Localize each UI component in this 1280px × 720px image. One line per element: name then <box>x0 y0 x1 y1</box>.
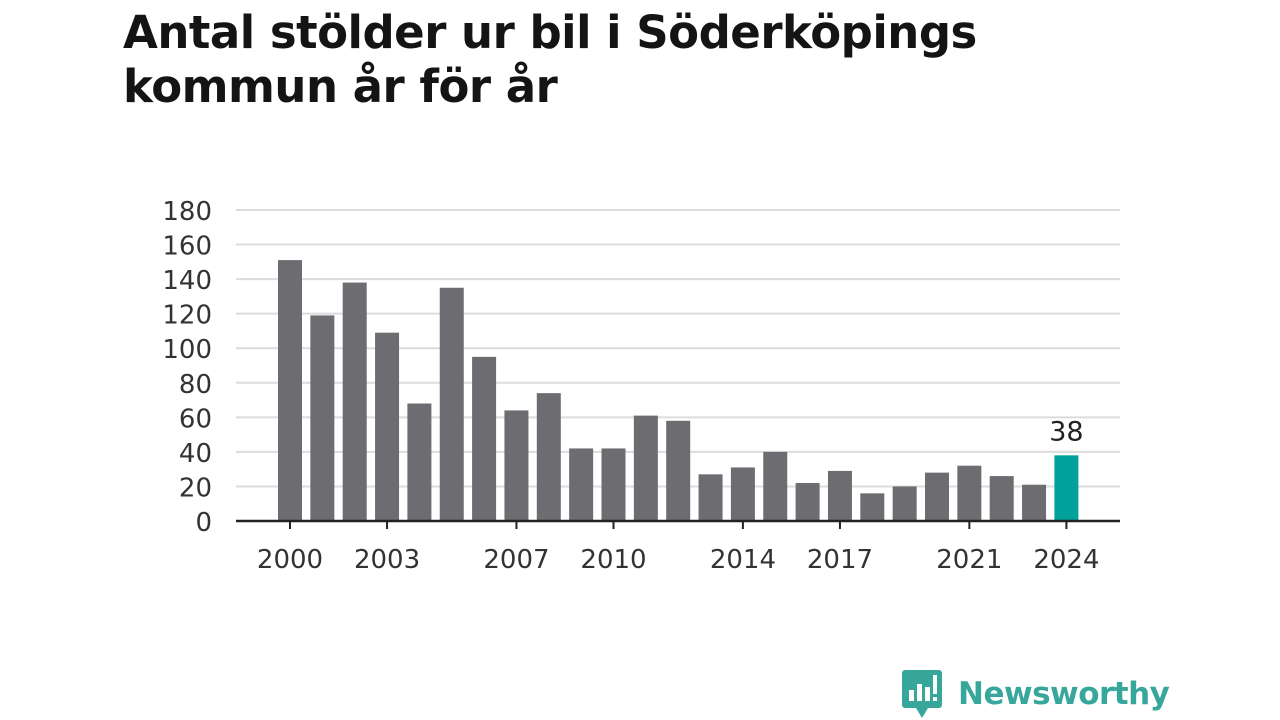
bar <box>278 260 302 521</box>
bar <box>504 410 529 521</box>
newsworthy-chart-bubble-icon <box>902 670 942 718</box>
x-axis: 2000 2003 2007 2010 2014 2017 2021 2024 <box>236 519 1120 575</box>
bar <box>1022 484 1047 521</box>
x-tick-label: 2003 <box>354 545 420 575</box>
x-tick-label: 2010 <box>580 545 646 575</box>
newsworthy-logo: Newsworthy <box>902 670 1170 718</box>
y-tick-label: 20 <box>179 473 212 503</box>
bar <box>698 474 723 521</box>
y-tick-label: 40 <box>179 439 212 469</box>
bar <box>763 451 788 521</box>
y-tick-label: 180 <box>162 197 212 227</box>
x-tick-label: 2007 <box>483 545 549 575</box>
x-tick-label: 2021 <box>936 545 1002 575</box>
bar <box>536 393 561 521</box>
chart-title: Antal stölder ur bil i Söderköpings komm… <box>123 6 977 113</box>
y-tick-label: 160 <box>162 232 212 262</box>
bar <box>633 415 658 521</box>
bar <box>569 448 594 521</box>
bar <box>407 403 432 521</box>
x-tick-label: 2017 <box>807 545 873 575</box>
bar-highlight <box>1054 455 1079 521</box>
bar <box>827 470 852 521</box>
bar <box>795 482 820 521</box>
y-tick-label: 60 <box>179 404 212 434</box>
bar <box>310 315 335 521</box>
value-labels: 38 <box>1049 416 1083 447</box>
bar <box>957 465 982 521</box>
bars <box>278 260 1079 521</box>
bar <box>472 356 497 521</box>
y-tick-label: 100 <box>162 335 212 365</box>
bar <box>666 420 691 521</box>
bar <box>989 476 1014 521</box>
x-tick-label: 2014 <box>710 545 776 575</box>
y-tick-label: 120 <box>162 301 212 331</box>
bar <box>375 332 400 521</box>
y-tick-label: 0 <box>195 508 212 538</box>
bar <box>601 448 626 521</box>
bar <box>892 486 917 521</box>
x-tick-label: 2024 <box>1033 545 1099 575</box>
bar <box>730 467 755 521</box>
bar <box>860 493 885 521</box>
bar <box>439 287 464 521</box>
x-tick-label: 2000 <box>257 545 323 575</box>
y-tick-label: 140 <box>162 266 212 296</box>
bar <box>925 472 949 521</box>
value-label: 38 <box>1049 416 1083 447</box>
bar <box>342 282 367 521</box>
y-axis-ticks: 0 20 40 60 80 100 120 140 160 180 <box>162 197 212 538</box>
y-tick-label: 80 <box>179 370 212 400</box>
brand-name: Newsworthy <box>958 676 1170 712</box>
